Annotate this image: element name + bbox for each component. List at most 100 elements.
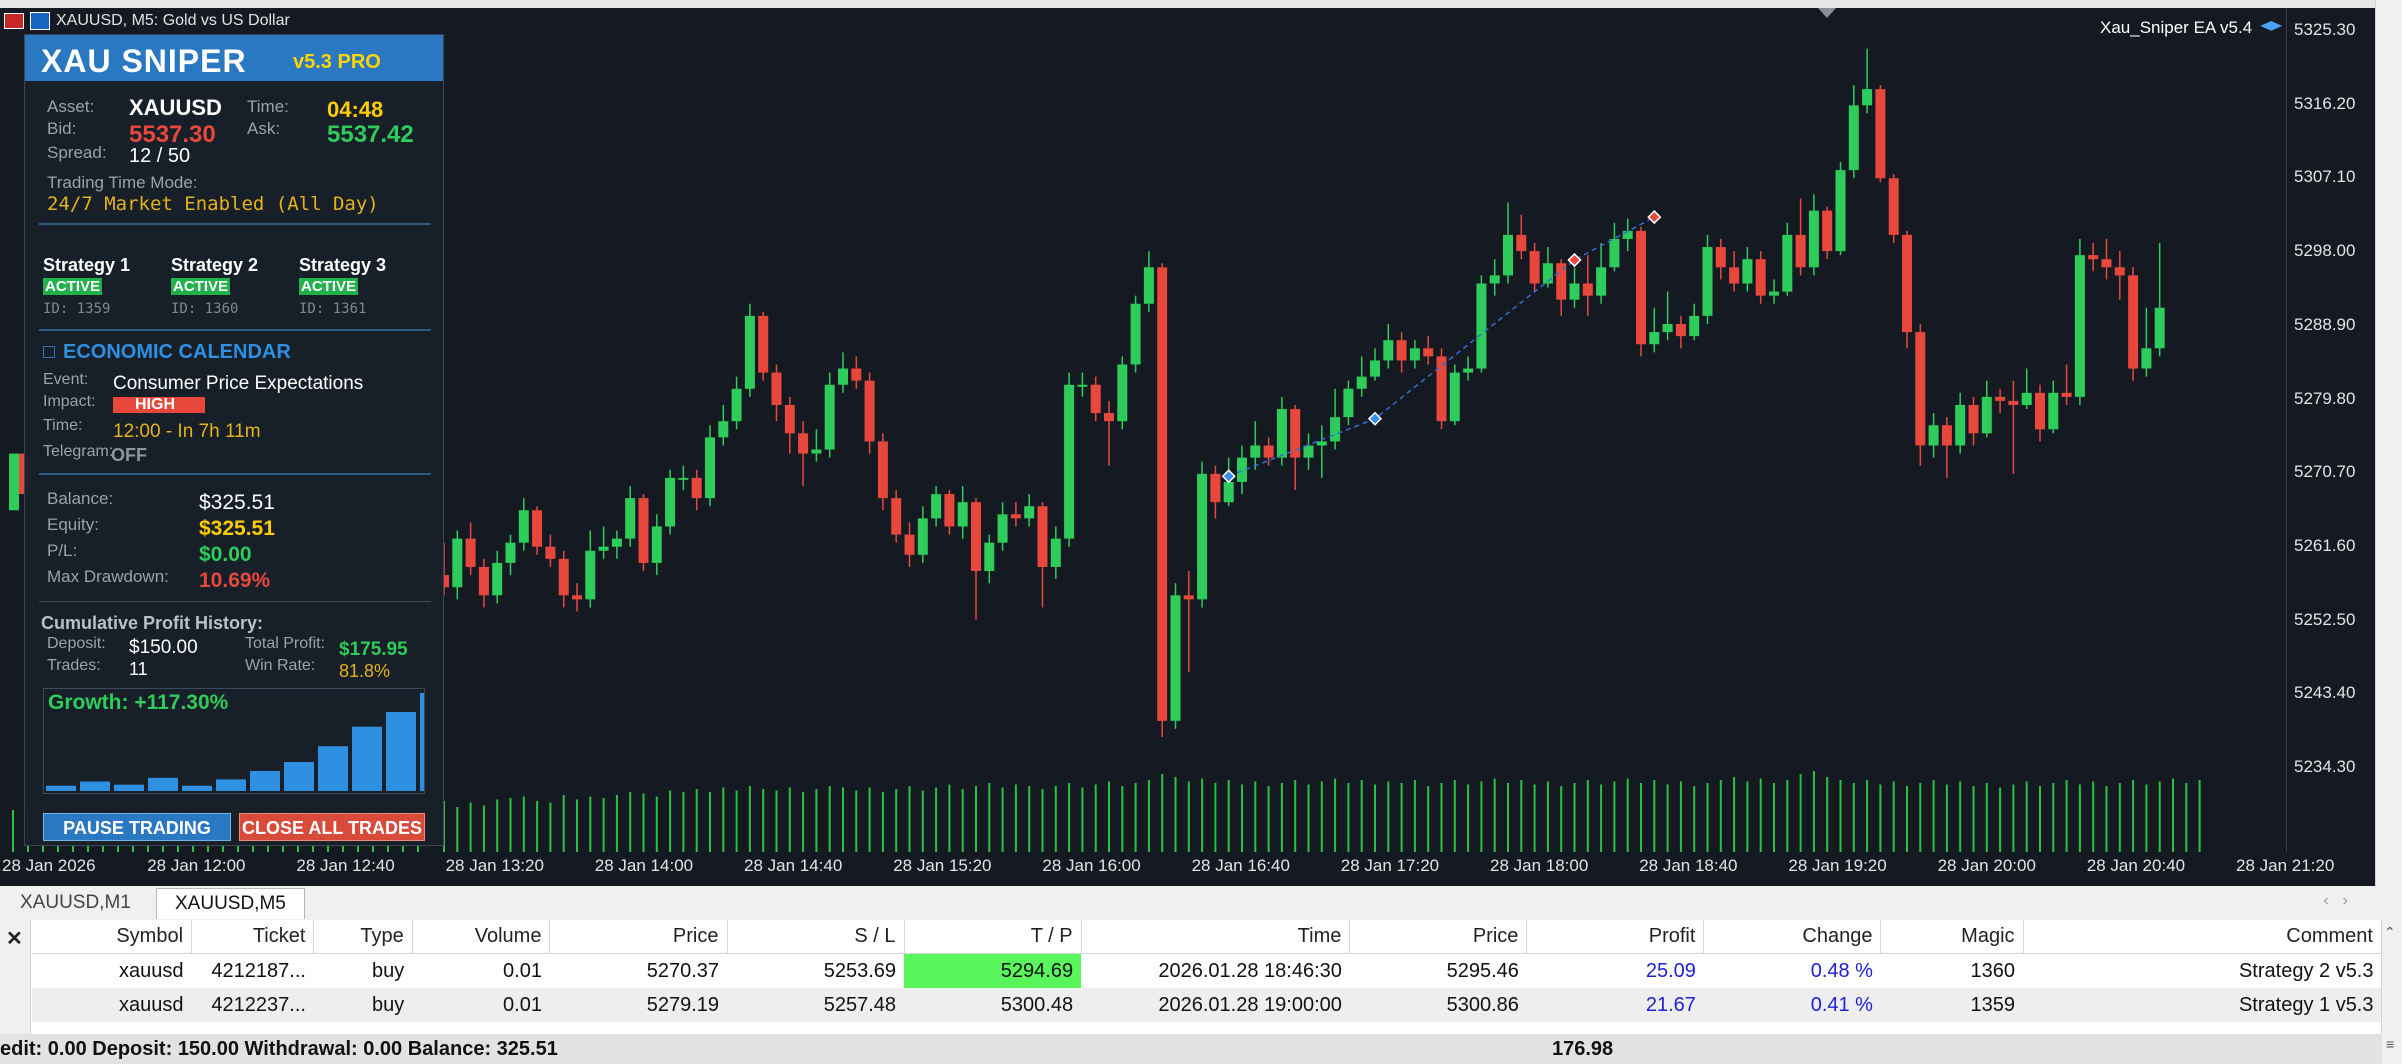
column-header[interactable]: S / L xyxy=(727,920,905,954)
column-header[interactable]: Ticket xyxy=(191,920,315,954)
candle xyxy=(2074,238,2085,405)
column-header[interactable]: Price xyxy=(1349,920,1528,954)
candle xyxy=(931,485,942,527)
table-row[interactable]: xauusd 4212187... buy 0.01 5270.37 5253.69 529… xyxy=(32,953,2382,988)
total-profit-label: Total Profit: xyxy=(245,635,326,652)
candle xyxy=(1130,295,1141,373)
candle xyxy=(1782,222,1793,296)
panel-divider xyxy=(39,601,431,602)
table-cell: 5253.69 xyxy=(823,959,897,982)
column-header[interactable]: Magic xyxy=(1880,920,2024,954)
candle xyxy=(1862,48,1873,114)
price-label: 5234.30 xyxy=(2294,757,2356,776)
telegram-status[interactable]: OFF xyxy=(111,445,147,465)
tab-xauusd-m5[interactable]: XAUUSD,M5 xyxy=(156,888,305,919)
time-label: 28 Jan 2026 xyxy=(2,856,96,875)
time-label: 28 Jan 14:00 xyxy=(594,856,694,875)
trade-marker[interactable] xyxy=(1567,252,1582,268)
volume-bar xyxy=(2052,783,2055,852)
tab-scroll-arrows-icon[interactable]: ‹› xyxy=(2323,892,2362,909)
candle xyxy=(545,534,556,567)
volume-bar xyxy=(1054,786,1057,852)
candle xyxy=(492,550,503,604)
volume-bar xyxy=(1214,783,1217,852)
candlestick-chart[interactable] xyxy=(0,0,2375,886)
trade-marker[interactable] xyxy=(1367,411,1383,426)
candle xyxy=(532,506,543,555)
column-header[interactable]: Symbol xyxy=(32,920,193,954)
terminal-scrollbar[interactable]: ⌃ ≡ xyxy=(2381,920,2402,1064)
volume-bar xyxy=(1546,781,1549,852)
chart-shift-marker-icon[interactable] xyxy=(1818,8,1836,18)
strategy-2-status-badge[interactable]: ACTIVE xyxy=(171,278,231,295)
trades-value: 11 xyxy=(129,659,148,679)
economic-calendar-title: ECONOMIC CALENDAR xyxy=(63,341,291,363)
close-icon[interactable]: ✕ xyxy=(6,928,23,950)
column-header[interactable]: Type xyxy=(313,920,413,954)
volume-bar xyxy=(1666,784,1669,852)
menu-icon[interactable]: ≡ xyxy=(2386,1036,2395,1052)
trade-marker[interactable] xyxy=(1647,210,1662,225)
volume-bar xyxy=(1600,784,1603,852)
candle xyxy=(572,583,582,612)
volume-bar xyxy=(655,796,658,852)
time-label: 28 Jan 15:20 xyxy=(893,856,992,875)
column-header[interactable]: T / P xyxy=(904,920,1082,954)
column-header[interactable]: Profit xyxy=(1526,920,1705,954)
chart-type-icon[interactable] xyxy=(30,12,50,30)
candle xyxy=(1010,502,1021,527)
candle xyxy=(798,421,809,486)
table-cell: Strategy 2 v5.3 xyxy=(2238,959,2374,982)
volume-bar xyxy=(482,805,485,852)
volume-bar xyxy=(1826,777,1829,852)
volume-bar xyxy=(1906,786,1908,852)
strategy-3-status-badge[interactable]: ACTIVE xyxy=(299,278,359,295)
candle xyxy=(1183,571,1194,673)
close-all-trades-button[interactable]: CLOSE ALL TRADES xyxy=(239,813,425,841)
volume-bar xyxy=(1653,780,1656,852)
candle xyxy=(877,433,888,511)
candle xyxy=(2154,243,2165,357)
growth-bar xyxy=(284,762,314,791)
candle xyxy=(1143,251,1154,312)
strategy-1-status-badge[interactable]: ACTIVE xyxy=(43,278,103,295)
candle xyxy=(1436,348,1447,430)
pause-trading-button[interactable]: PAUSE TRADING xyxy=(43,813,231,841)
growth-chart: Growth: +117.30% xyxy=(43,688,425,794)
candle xyxy=(678,465,689,491)
table-cell: 4212187... xyxy=(211,959,306,982)
time-axis[interactable] xyxy=(0,852,2375,886)
window-menu-icon[interactable] xyxy=(4,13,24,29)
time-label: 28 Jan 16:40 xyxy=(1191,856,1290,875)
volume-bar xyxy=(1640,783,1642,852)
candle xyxy=(1675,315,1686,349)
volume-bar xyxy=(2132,780,2135,852)
column-header[interactable]: Comment xyxy=(2023,920,2383,954)
volume-bar xyxy=(443,801,445,852)
table-row[interactable]: xauusd 4212237... buy 0.01 5279.19 5257.48 530… xyxy=(32,988,2382,1022)
column-header[interactable]: Price xyxy=(549,920,728,954)
volume-bar xyxy=(1400,783,1403,852)
growth-bar xyxy=(420,693,424,791)
tab-xauusd-m1[interactable]: XAUUSD,M1 xyxy=(20,892,131,913)
candle xyxy=(1769,279,1779,304)
candle xyxy=(1117,356,1128,430)
price-axis[interactable] xyxy=(2287,8,2375,852)
volume-bar xyxy=(1945,784,1948,852)
price-label: 5261.60 xyxy=(2294,535,2356,555)
volume-bar xyxy=(2172,778,2174,852)
column-header[interactable]: Time xyxy=(1081,920,1351,954)
candle xyxy=(1622,218,1633,252)
scroll-up-icon[interactable]: ⌃ xyxy=(2384,924,2396,940)
trade-marker[interactable] xyxy=(1221,469,1236,484)
candle xyxy=(1170,583,1181,729)
volume-bar xyxy=(709,792,711,852)
graduation-cap-icon xyxy=(2260,21,2283,31)
expert-advisor-label[interactable]: Xau_Sniper EA v5.4 xyxy=(2100,18,2283,38)
candle xyxy=(1104,400,1114,466)
volume-bar xyxy=(735,790,738,852)
column-header[interactable]: Change xyxy=(1703,920,1882,954)
column-header[interactable]: Volume xyxy=(412,920,551,954)
